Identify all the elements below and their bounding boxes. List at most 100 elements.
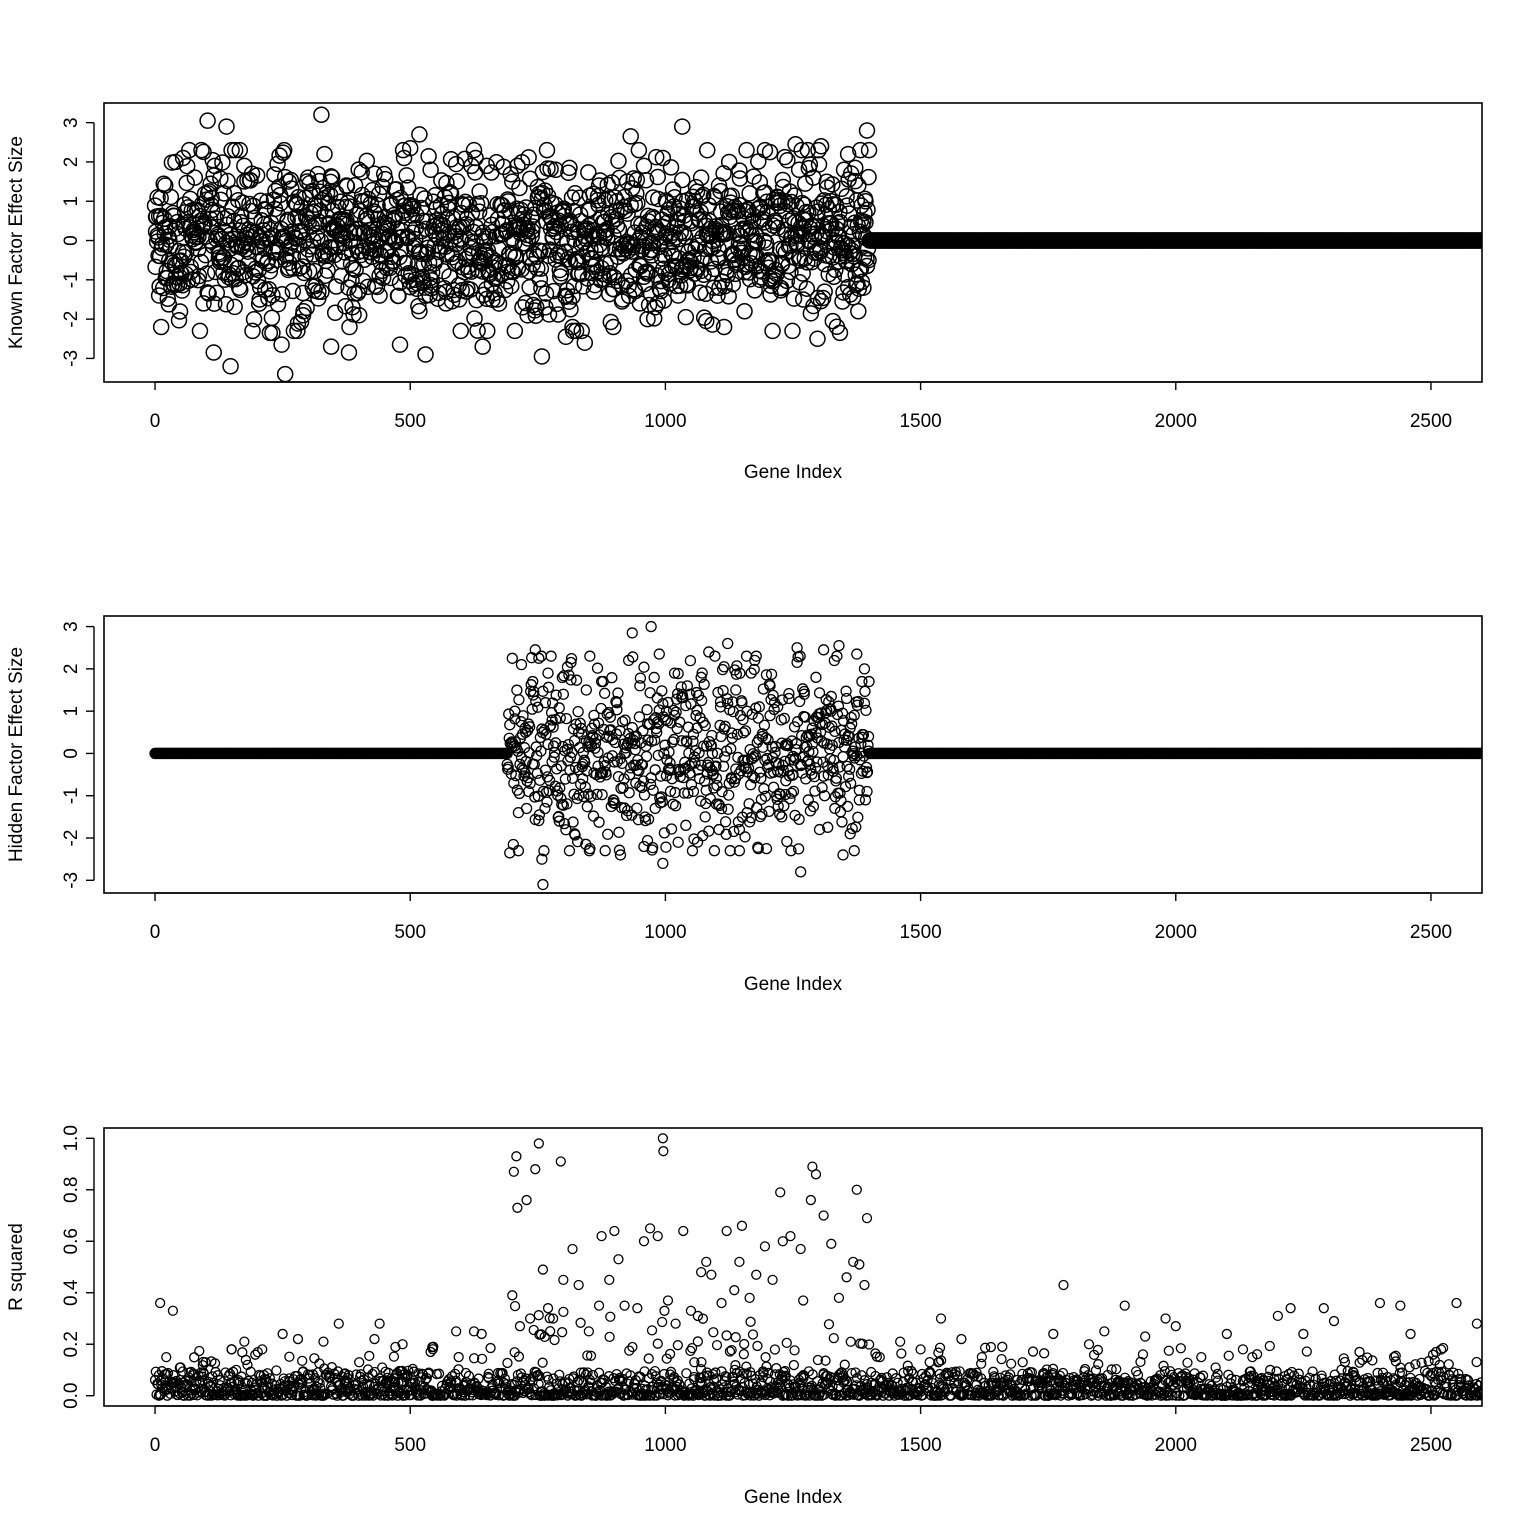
data-point — [840, 685, 852, 697]
data-point — [544, 228, 562, 246]
data-point — [537, 685, 549, 697]
data-point — [411, 126, 428, 143]
data-point — [649, 734, 661, 746]
data-point — [817, 196, 835, 213]
data-point — [587, 1369, 599, 1381]
data-point — [722, 803, 734, 815]
data-point — [553, 265, 570, 282]
data-point — [211, 253, 229, 271]
data-point — [703, 646, 715, 658]
data-point — [608, 217, 626, 234]
data-point — [474, 338, 491, 355]
data-point — [746, 282, 763, 299]
data-point — [714, 701, 727, 713]
y-tick-label: -3 — [61, 872, 82, 889]
x-axis-label: Gene Index — [744, 974, 843, 995]
x-axis: 0 500 1000 1500 2000 2500 — [150, 381, 1452, 432]
data-point — [830, 772, 843, 784]
data-point — [533, 652, 545, 664]
data-point — [856, 1370, 867, 1381]
data-point — [609, 736, 622, 749]
data-point — [749, 750, 761, 762]
data-point — [739, 831, 751, 843]
data-point — [323, 169, 341, 186]
data-point — [362, 195, 380, 212]
data-point — [835, 284, 852, 301]
data-point — [162, 1367, 174, 1379]
data-point — [279, 211, 296, 229]
data-point — [768, 703, 780, 716]
data-point — [560, 712, 573, 725]
data-point — [706, 747, 719, 760]
data-point — [758, 719, 771, 731]
data-point — [809, 330, 826, 348]
data-point — [202, 196, 220, 214]
data-point — [394, 141, 412, 159]
data-point — [634, 680, 646, 692]
data-point — [477, 244, 495, 261]
data-point — [812, 137, 830, 155]
x-tick-label: 500 — [394, 411, 426, 432]
y-tick-label: 1 — [61, 196, 82, 207]
data-point — [590, 733, 602, 745]
data-point — [421, 1372, 432, 1384]
data-point — [669, 800, 682, 812]
data-point — [855, 279, 872, 296]
data-point — [684, 688, 696, 700]
data-point — [671, 1377, 682, 1388]
data-point — [735, 765, 747, 777]
data-point — [562, 301, 579, 318]
data-point — [631, 802, 643, 814]
data-point — [807, 745, 819, 758]
data-point — [637, 775, 650, 787]
data-point — [471, 183, 488, 200]
data-point — [779, 1365, 791, 1377]
data-point — [285, 260, 302, 277]
data-point — [251, 291, 268, 308]
data-point — [662, 159, 680, 176]
data-point — [230, 279, 248, 296]
data-point — [581, 801, 593, 813]
data-point — [649, 802, 661, 815]
data-point — [350, 306, 368, 324]
data-point — [850, 1367, 861, 1378]
data-point — [733, 823, 746, 836]
data-point — [618, 773, 630, 785]
data-point — [785, 787, 798, 799]
data-point — [476, 233, 493, 250]
data-point — [809, 785, 821, 797]
data-point — [719, 816, 732, 828]
data-point — [816, 283, 833, 300]
data-point — [724, 275, 742, 293]
data-point — [423, 272, 440, 289]
data-point — [766, 212, 784, 230]
data-point — [772, 800, 784, 812]
data-point — [752, 712, 764, 724]
data-point — [282, 171, 300, 189]
data-point — [423, 264, 441, 281]
data-point — [722, 697, 734, 710]
data-point — [205, 295, 223, 312]
y-tick-label: -2 — [61, 830, 82, 847]
data-point — [808, 770, 821, 783]
data-point — [835, 161, 853, 179]
data-point — [685, 778, 698, 791]
data-point — [680, 699, 692, 712]
data-point — [638, 789, 651, 801]
data-point — [736, 303, 753, 320]
data-point — [644, 687, 656, 699]
data-point — [308, 224, 326, 242]
data-point — [802, 305, 820, 322]
data-point — [171, 275, 188, 293]
data-point — [626, 627, 638, 639]
data-point — [591, 662, 604, 674]
data-point — [470, 203, 488, 220]
data-point — [854, 754, 866, 766]
data-point — [857, 229, 875, 247]
data-point — [280, 259, 298, 277]
data-point — [391, 336, 409, 353]
data-point — [862, 745, 875, 757]
data-point — [660, 841, 672, 853]
data-point — [327, 278, 345, 295]
data-point — [716, 278, 733, 295]
